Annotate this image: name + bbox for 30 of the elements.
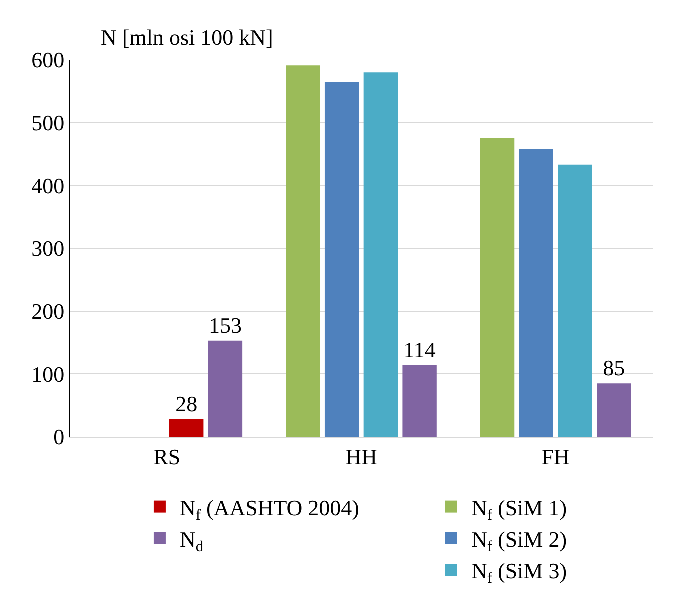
data-label: 85 xyxy=(603,356,626,381)
bar xyxy=(364,72,398,437)
legend-label: N$_{d}$ xyxy=(180,526,204,556)
bar xyxy=(597,384,632,437)
data-label: 153 xyxy=(208,312,242,338)
y-tick-label: 500 xyxy=(32,110,65,136)
y-tick-label: 0 xyxy=(54,424,65,450)
bar xyxy=(286,66,320,437)
y-tick-label: 100 xyxy=(32,362,65,387)
bar xyxy=(558,164,592,437)
x-tick-label: FH xyxy=(542,444,570,470)
data-label: 114 xyxy=(404,337,436,362)
bar xyxy=(402,365,437,437)
y-tick-label: 400 xyxy=(32,173,65,198)
bar xyxy=(208,340,243,437)
legend-label: N$_{f}$ (SiM 1) xyxy=(471,495,568,524)
y-tick-label: 200 xyxy=(32,299,65,324)
y-axis-title: N [mln osi 100 kN] xyxy=(101,25,274,50)
data-label: 28 xyxy=(176,391,198,416)
x-tick-label: HH xyxy=(346,444,378,470)
bar xyxy=(519,149,554,437)
legend-label: N$_{f}$ (AASHTO 2004) xyxy=(180,495,360,524)
legend-label: N$_{f}$ (SiM 3) xyxy=(471,558,568,588)
y-tick-label: 300 xyxy=(32,236,65,262)
bar xyxy=(480,138,515,437)
legend-label: N$_{f}$ (SiM 2) xyxy=(471,526,568,556)
x-tick-label: RS xyxy=(154,444,181,470)
bar xyxy=(170,419,204,437)
bar xyxy=(324,82,360,437)
y-tick-label: 600 xyxy=(32,48,65,73)
